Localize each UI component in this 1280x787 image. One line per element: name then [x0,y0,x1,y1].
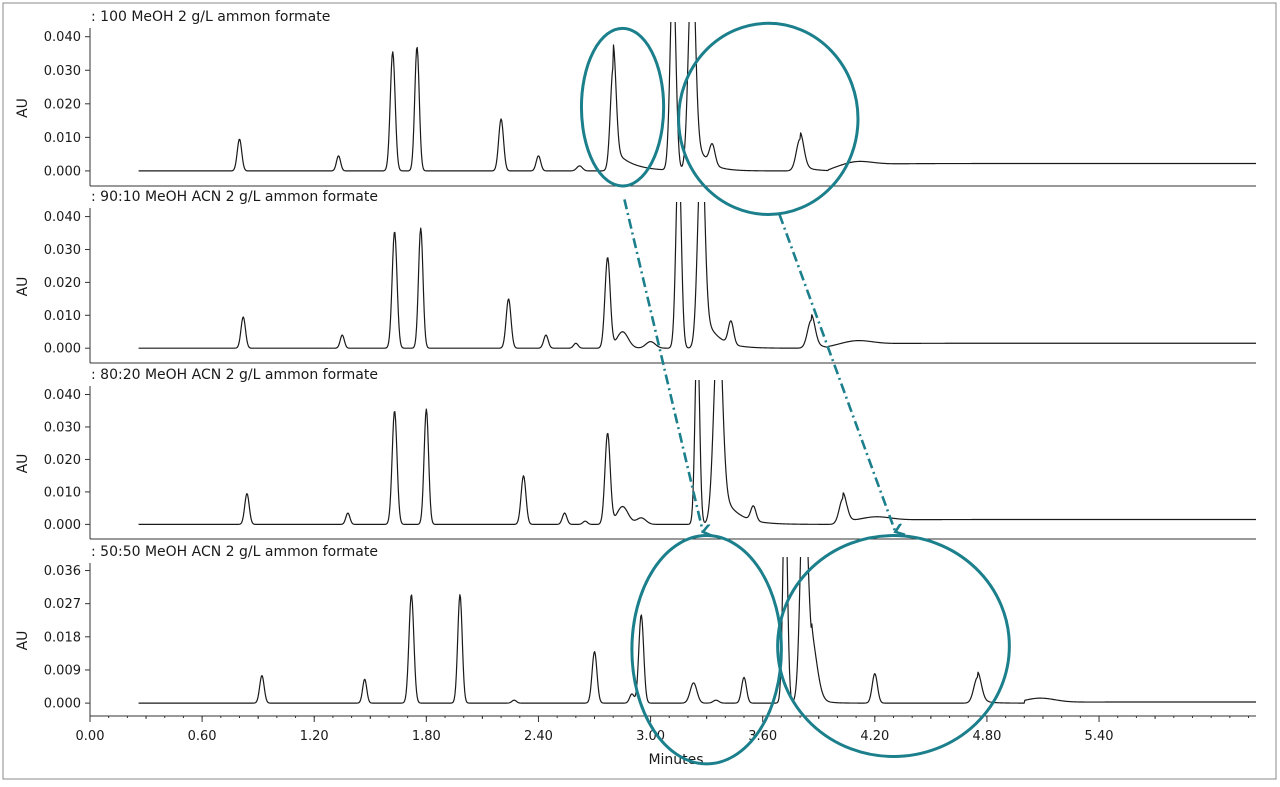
y-tick-label: 0.040 [44,388,81,403]
y-axis-title: AU [15,98,31,118]
highlight-ellipse [677,21,860,217]
y-tick-label: 0.027 [44,597,81,612]
y-tick-label: 0.020 [44,276,81,291]
x-tick-label: 1.20 [300,729,329,744]
chromatogram-trace [138,557,1256,704]
x-tick-label: 3.60 [748,729,777,744]
y-tick-label: 0.009 [44,663,81,678]
x-tick-label: 4.80 [972,729,1001,744]
x-tick-label: 0.00 [76,729,105,744]
panels-group: 0.000 0.010 0.020 0.030 0.040 AU : 100 MeOH 2 … [15,9,1256,717]
chromatogram-trace [138,380,1256,525]
dash-dot-arrow [623,199,702,531]
y-tick-label: 0.040 [44,30,81,45]
x-axis: 0.00 0.60 1.20 1.80 2.40 3.00 3.60 4.20 4.80 5.40 [76,716,1250,744]
y-tick-label: 0.000 [44,518,81,533]
panel-title: : 80:20 MeOH ACN 2 g/L ammon formate [91,367,378,383]
y-tick-label: 0.020 [44,453,81,468]
y-tick-label: 0.000 [44,164,81,179]
annotations-group [579,21,1011,766]
x-tick-label: 4.20 [860,729,889,744]
x-tick-label: 2.40 [524,729,553,744]
x-tick-label: 1.80 [412,729,441,744]
y-tick-label: 0.030 [44,420,81,435]
y-axis-title: AU [15,277,31,297]
panel-title: : 90:10 MeOH ACN 2 g/L ammon formate [91,189,378,205]
panel-title: : 100 MeOH 2 g/L ammon formate [91,9,330,25]
y-axis-title: AU [15,631,31,651]
x-tick-label: 3.00 [636,729,665,744]
y-tick-label: 0.040 [44,210,81,225]
y-tick-label: 0.010 [44,131,81,146]
dash-dot-arrow [778,214,896,532]
y-tick-label: 0.036 [44,564,81,579]
x-tick-label: 5.40 [1085,729,1114,744]
chromatogram-panel: 0.000 0.010 0.020 0.030 0.040 AU : 90:10 MeOH … [15,189,1256,364]
y-tick-label: 0.018 [44,630,81,645]
chromatogram-panel: 0.000 0.010 0.020 0.030 0.040 AU : 80:20 MeOH … [15,367,1256,540]
x-tick-label: 0.60 [188,729,217,744]
chromatogram-panel: 0.000 0.010 0.020 0.030 0.040 AU : 100 MeOH 2 … [15,9,1256,187]
x-axis-title: Minutes [648,752,703,768]
chromatogram-trace [138,22,1256,172]
panel-title: : 50:50 MeOH ACN 2 g/L ammon formate [91,544,378,560]
y-tick-label: 0.000 [44,342,81,357]
highlight-ellipse [579,26,666,188]
chromatogram-trace [138,202,1256,349]
y-tick-label: 0.010 [44,485,81,500]
y-tick-label: 0.000 [44,697,81,712]
y-axis-title: AU [15,454,31,474]
y-tick-label: 0.030 [44,243,81,258]
y-tick-label: 0.010 [44,309,81,324]
y-tick-label: 0.020 [44,97,81,112]
y-tick-label: 0.030 [44,64,81,79]
